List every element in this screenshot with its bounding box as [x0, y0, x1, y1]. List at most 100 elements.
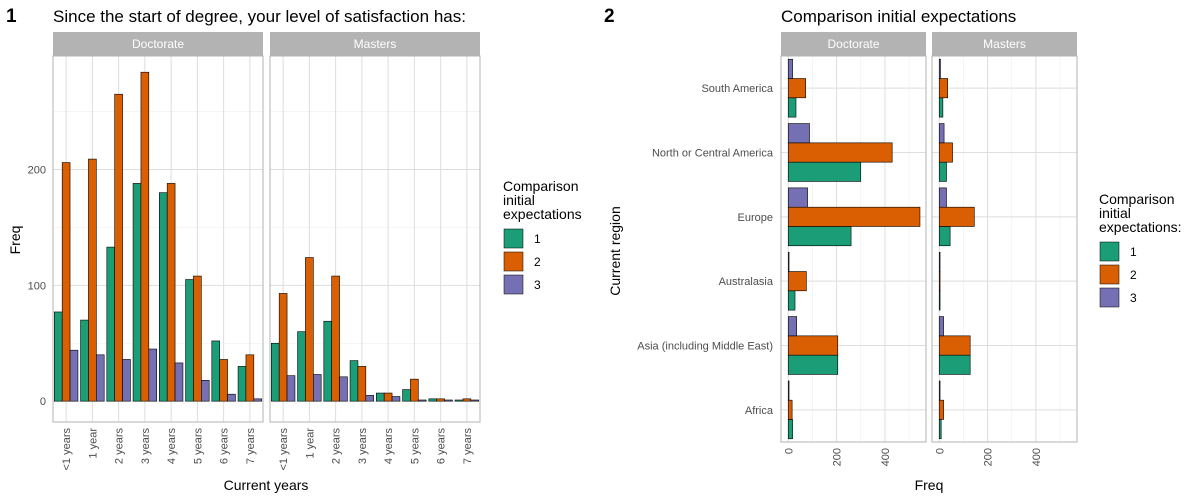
chart-2-masters-bar-AsiaincludingMiddleEast-series-2: [938, 335, 971, 356]
chart-1-title: Since the start of degree, your level of…: [53, 7, 466, 26]
chart-1-doctorate-x-tick-label: 1 year: [87, 428, 99, 459]
chart-1-doctorate-bar-2years-series-2: [114, 93, 123, 402]
chart-2-masters-x-tick-label: 0: [934, 448, 946, 454]
chart-2-masters-panel-border: [931, 55, 1078, 443]
chart-2-y-tick-label: Australasia: [719, 276, 774, 288]
chart-1-doctorate-bar-7years-series-1: [237, 366, 247, 402]
chart-2-legend-label-3: 3: [1130, 291, 1137, 305]
chart-2-masters-bar-Europe-series-1: [938, 226, 951, 247]
chart-1-masters-bar-7years-series-3: [470, 399, 479, 402]
chart-1-doctorate-bar-3years-series-2: [140, 71, 150, 402]
chart-2-y-tick-label: Africa: [745, 405, 774, 417]
chart-1-masters-bar-1years-series-2: [278, 293, 288, 402]
chart-2-doctorate-bar-Australasia-series-1: [787, 290, 796, 311]
chart-1-masters-bar-6years-series-1: [428, 398, 437, 402]
chart-1-legend-key-2: [503, 251, 524, 272]
chart-2-masters-bar-Australasia-series-3: [938, 251, 941, 272]
chart-1-masters-x-tick-label: 4 years: [383, 428, 395, 465]
chart-1-doctorate-bar-1year-series-3: [96, 354, 105, 402]
chart-2-masters-bar-SouthAmerica-series-1: [938, 97, 944, 118]
chart-1-masters-bar-7years-series-2: [462, 398, 472, 402]
chart-2-y-axis-title: Current region: [607, 206, 623, 296]
chart-1-legend-key-3: [503, 274, 524, 295]
chart-2-masters-bar-Europe-series-3: [938, 187, 947, 208]
chart-1-masters-bar-6years-series-2: [436, 398, 445, 402]
chart-1-masters-bar-1year-series-2: [305, 257, 314, 402]
chart-2-doctorate-panel-border: [780, 55, 927, 443]
chart-2-doctorate-bar-NorthorCentralAmerica-series-3: [787, 123, 810, 144]
chart-2-doctorate-bar-Australasia-series-3: [787, 251, 790, 272]
chart-1-doctorate-x-tick-label: 7 years: [245, 428, 257, 465]
chart-2-doctorate-bar-AsiaincludingMiddleEast-series-3: [787, 316, 798, 337]
chart-1-masters-bar-7years-series-1: [454, 399, 464, 402]
chart-1-doctorate-bar-7years-series-2: [245, 354, 255, 402]
chart-1-masters-bar-4years-series-2: [383, 392, 393, 402]
chart-2-legend-key-3: [1099, 287, 1120, 308]
chart-2-y-tick-label: Europe: [738, 212, 773, 224]
chart-2-legend-label-2: 2: [1130, 268, 1137, 282]
chart-1-doctorate-bar-4years-series-2: [166, 183, 176, 402]
chart-2-masters-bar-AsiaincludingMiddleEast-series-3: [938, 316, 944, 337]
chart-1-masters-bar-1years-series-3: [286, 375, 296, 402]
chart-2-doctorate-bar-NorthorCentralAmerica-series-2: [787, 142, 893, 163]
chart-2-masters-bar-SouthAmerica-series-2: [938, 78, 949, 99]
chart-2-doctorate-bar-Europe-series-2: [787, 206, 921, 227]
chart-2-doctorate-bar-Europe-series-3: [787, 187, 808, 208]
chart-1-y-tick-label: 0: [40, 396, 46, 408]
chart-2-masters-bar-SouthAmerica-series-3: [938, 58, 941, 79]
chart-2-doctorate-bar-Europe-series-1: [787, 226, 852, 247]
chart-2-doctorate-strip-label: Doctorate: [827, 37, 879, 51]
chart-2-y-tick-label: Asia (including Middle East): [637, 341, 773, 353]
chart-1-doctorate-x-tick-label: 2 years: [114, 428, 126, 465]
chart-2-masters-strip: [932, 32, 1077, 56]
chart-2-masters-bar-Africa-series-2: [938, 399, 944, 420]
chart-1-legend-label-1: 1: [534, 232, 541, 246]
chart-1-masters-x-tick-label: 5 years: [409, 428, 421, 465]
chart-1-masters-bar-5years-series-3: [418, 399, 427, 402]
chart-2-masters-bar-Europe-series-2: [938, 206, 975, 227]
chart-1-doctorate-strip: [53, 32, 263, 56]
chart-1-masters-strip: [270, 32, 480, 56]
chart-1-masters-bar-3years-series-2: [357, 366, 367, 402]
chart-1-masters-bar-2years-series-2: [331, 275, 340, 402]
chart-1-doctorate-strip-label: Doctorate: [132, 37, 184, 51]
chart-2-doctorate-bar-AsiaincludingMiddleEast-series-1: [787, 354, 839, 375]
chart-1-masters-x-tick-label: <1 years: [278, 428, 290, 471]
chart-1-doctorate-bar-1years-series-2: [61, 162, 71, 402]
chart-1-y-tick-label: 100: [28, 280, 46, 292]
chart-2-doctorate-x-tick-label: 400: [880, 448, 892, 466]
chart-1-doctorate-bar-4years-series-3: [174, 362, 184, 402]
chart-1-masters-bar-1years-series-1: [271, 342, 280, 402]
chart-2-title: Comparison initial expectations: [781, 7, 1016, 26]
chart-1-masters-x-tick-label: 1 year: [304, 428, 316, 459]
chart-2-legend-title: expectations:: [1099, 219, 1182, 235]
chart-1-masters-bar-2years-series-3: [339, 376, 348, 402]
chart-2-y-tick-label: South America: [701, 83, 773, 95]
chart-1-masters-bar-3years-series-3: [365, 395, 374, 402]
chart-2-masters-bar-Australasia-series-1: [938, 290, 941, 311]
chart-1-doctorate-bar-6years-series-1: [211, 340, 220, 402]
chart-1-masters-bar-1year-series-1: [297, 331, 306, 402]
chart-1-doctorate-bar-5years-series-3: [201, 380, 210, 402]
chart-2-doctorate-bar-Africa-series-2: [787, 399, 793, 420]
chart-2-expectations-by-region: Doctorate 0 200 400 Masters 0 200 400 Africa Asia…: [637, 32, 1182, 466]
chart-2-doctorate-bar-NorthorCentralAmerica-series-1: [787, 161, 862, 182]
chart-1-doctorate-bar-1year-series-1: [80, 319, 89, 402]
chart-1-tag: 1: [6, 6, 17, 27]
chart-2-masters-bar-NorthorCentralAmerica-series-2: [938, 142, 953, 163]
chart-2-y-tick-label: North or Central America: [652, 148, 774, 160]
chart-2-doctorate-bar-Africa-series-3: [787, 380, 790, 401]
chart-1-masters-x-tick-label: 3 years: [357, 428, 369, 465]
chart-1-masters-bar-1year-series-3: [313, 374, 322, 402]
chart-2-x-axis-title: Freq: [915, 477, 944, 493]
chart-2-masters-bar-AsiaincludingMiddleEast-series-1: [938, 354, 971, 375]
chart-1-y-axis-title: Freq: [7, 226, 23, 255]
chart-2-masters-bar-Africa-series-3: [938, 380, 941, 401]
chart-2-masters-bar-Africa-series-1: [938, 419, 942, 440]
chart-1-legend-label-2: 2: [534, 255, 541, 269]
chart-1-doctorate-bar-1year-series-2: [88, 158, 97, 402]
chart-1-masters-x-tick-label: 7 years: [462, 428, 474, 465]
chart-1-doctorate-bar-6years-series-2: [219, 359, 228, 402]
chart-1-doctorate-bar-1years-series-1: [54, 311, 63, 402]
